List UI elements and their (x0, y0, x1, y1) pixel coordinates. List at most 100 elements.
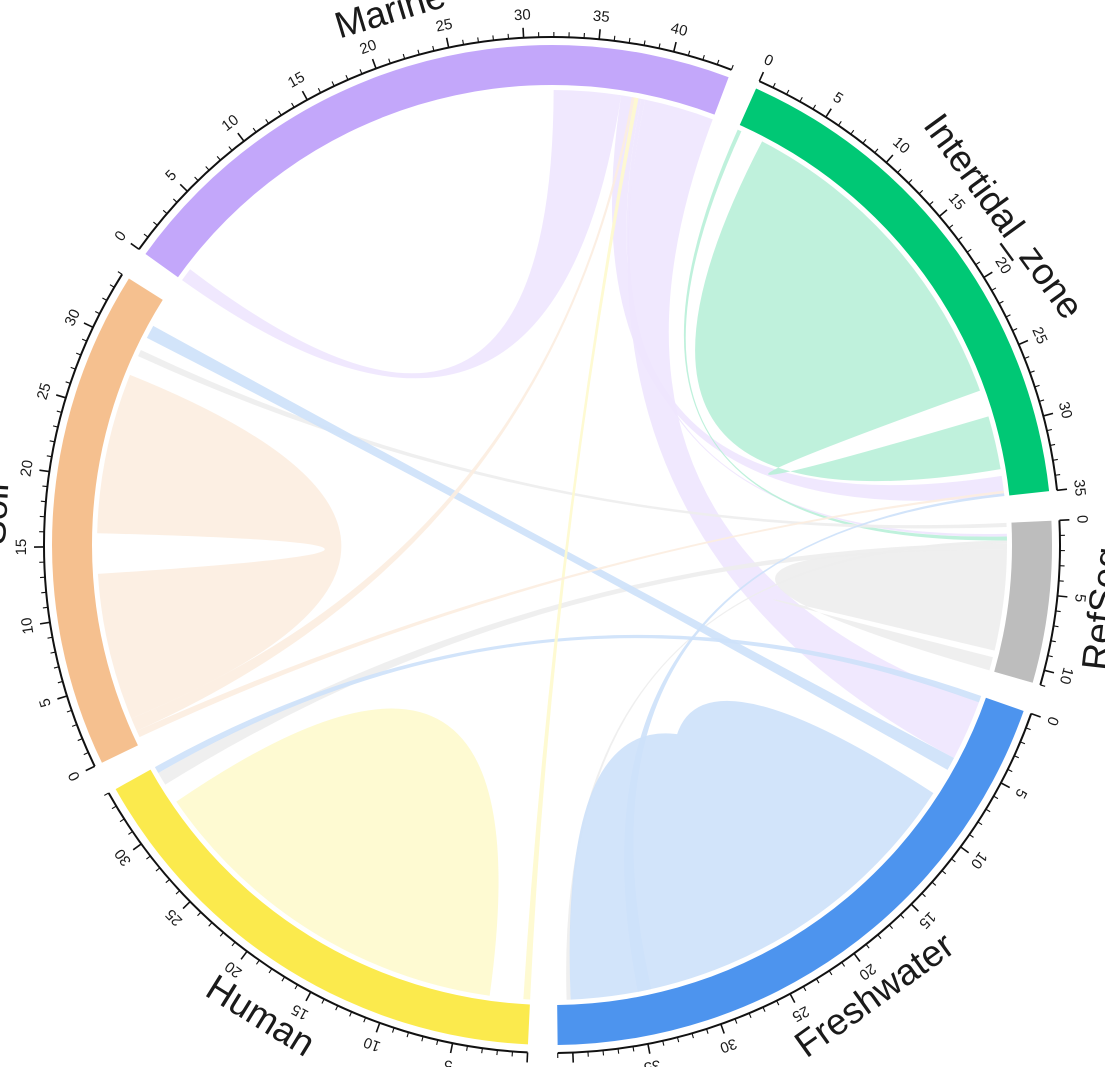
chord-link-marine-to-freshwater (627, 99, 979, 759)
tick-mark (55, 394, 67, 399)
tick-mark (960, 846, 970, 854)
tick-label-marine: 35 (592, 8, 610, 26)
axis-soil (43, 273, 123, 767)
tick-mark (941, 870, 947, 875)
tick-label-marine: 40 (669, 20, 689, 41)
tick-mark (228, 146, 233, 151)
tick-mark (237, 132, 245, 142)
tick-mark (432, 45, 435, 52)
tick-label-marine: 25 (434, 16, 454, 36)
tick-mark (331, 81, 335, 87)
tick-mark (375, 1022, 381, 1033)
tick-mark (449, 1043, 454, 1054)
tick-mark (1044, 669, 1055, 674)
axis-marine (138, 36, 732, 250)
tick-mark (388, 58, 391, 64)
tick-mark (885, 154, 894, 164)
tick-mark (85, 765, 96, 772)
tick-mark (52, 425, 59, 428)
tick-mark (613, 35, 616, 41)
tick-mark (687, 50, 691, 56)
tick-mark (102, 297, 108, 301)
tick-mark (874, 148, 879, 154)
tick-mark (991, 287, 997, 291)
tick-label-refseq: 0 (1073, 515, 1090, 524)
tick-mark (1039, 399, 1045, 402)
tick-label-soil: 15 (13, 539, 30, 556)
tick-mark (1047, 655, 1053, 658)
tick-mark (175, 890, 181, 895)
tick-label-human: 10 (361, 1033, 382, 1055)
tick-mark (83, 752, 89, 756)
tick-mark (628, 37, 631, 43)
tick-mark (146, 855, 151, 860)
tick-mark (706, 1028, 709, 1034)
tick-mark (838, 121, 842, 126)
tick-mark (1020, 741, 1026, 745)
tick-mark (929, 201, 934, 206)
tick-mark (117, 271, 123, 275)
tick-mark (317, 88, 322, 94)
sector-label-marine: Marine (330, 0, 450, 46)
tick-label-soil: 10 (18, 616, 37, 635)
tick-mark (179, 183, 188, 192)
tick-mark (132, 843, 142, 851)
tick-label-freshwater: 10 (967, 848, 991, 872)
tick-mark (983, 271, 993, 279)
tick-label-marine: 0 (111, 228, 130, 245)
tick-label-soil: 0 (65, 769, 84, 784)
tick-label-marine: 10 (218, 111, 242, 135)
tick-label-human: 15 (289, 1000, 312, 1023)
tick-mark (462, 39, 465, 45)
tick-mark (1057, 595, 1068, 598)
tick-label-human: 5 (442, 1056, 454, 1067)
tick-label-freshwater: 25 (789, 1002, 812, 1025)
tick-mark (47, 636, 53, 639)
tick-mark (1000, 782, 1011, 789)
tick-mark (492, 35, 495, 41)
tick-mark (948, 224, 954, 229)
tick-mark (50, 651, 56, 654)
tick-mark (46, 455, 52, 458)
tick-mark (130, 242, 140, 250)
tick-mark (799, 96, 803, 102)
tick-mark (477, 37, 480, 43)
tick-label-freshwater: 5 (1011, 786, 1030, 801)
tick-label-human: 20 (222, 958, 246, 982)
sector-freshwater (557, 697, 1024, 1045)
tick-mark (291, 102, 295, 108)
tick-mark (908, 179, 913, 184)
tick-mark (66, 709, 72, 713)
tick-mark (111, 805, 117, 810)
tick-mark (1012, 328, 1018, 332)
sector-label-soil: Soil (0, 482, 16, 546)
tick-mark (197, 911, 202, 917)
tick-label-intertidal_zone: 35 (1070, 479, 1089, 497)
tick-mark (1040, 684, 1046, 687)
tick-mark (349, 1011, 353, 1017)
tick-label-soil: 5 (36, 696, 55, 709)
tick-mark (1055, 610, 1061, 613)
tick-mark (850, 129, 855, 135)
tick-mark (776, 1000, 780, 1006)
tick-label-soil: 30 (61, 306, 84, 328)
tick-mark (466, 1045, 468, 1051)
tick-label-freshwater: 0 (1043, 714, 1062, 728)
tick-mark (76, 352, 82, 356)
tick-mark (602, 1050, 605, 1056)
tick-mark (716, 59, 720, 65)
tick-mark (802, 986, 807, 992)
tick-mark (278, 110, 282, 116)
sector-human (115, 769, 530, 1045)
tick-mark (676, 1037, 680, 1043)
tick-mark (1050, 640, 1056, 643)
chord-link-freshwater-to-freshwater (569, 700, 934, 1000)
tick-mark (993, 795, 999, 800)
tick-mark (853, 952, 861, 962)
tick-mark (481, 1048, 483, 1054)
tick-mark (65, 381, 71, 384)
tick-mark (815, 978, 820, 984)
tick-mark (1046, 428, 1052, 432)
tick-mark (1052, 458, 1058, 461)
tick-mark (265, 119, 269, 124)
